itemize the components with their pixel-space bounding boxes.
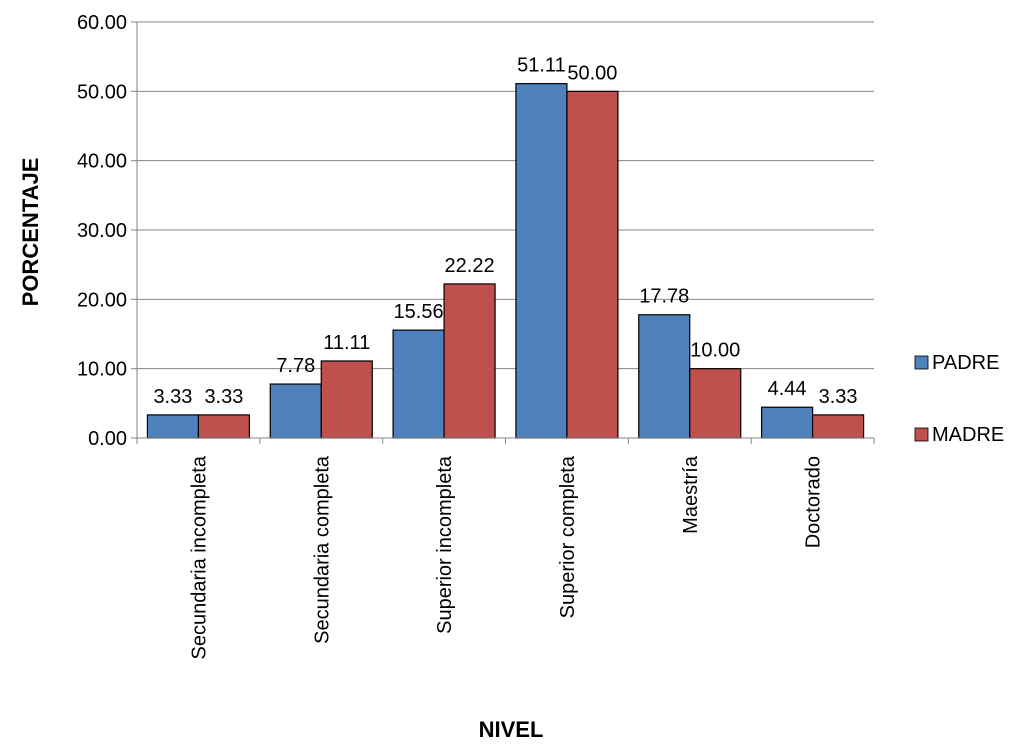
gridlines <box>137 22 874 369</box>
data-label-padre: 51.11 <box>517 55 566 77</box>
x-tick-label: Maestría <box>680 455 702 534</box>
x-tick-label: Secundaria incompleta <box>188 455 210 659</box>
data-label-padre: 7.78 <box>276 355 315 377</box>
legend-swatch-padre <box>915 356 928 369</box>
bars <box>147 84 863 438</box>
data-label-padre: 3.33 <box>153 386 192 408</box>
y-tick-label: 10.00 <box>77 359 127 381</box>
y-tick-label: 0.00 <box>88 428 127 450</box>
y-tick-label: 40.00 <box>77 151 127 173</box>
y-axis-title: PORCENTAJE <box>18 158 43 307</box>
data-label-padre: 17.78 <box>639 286 689 308</box>
bar-madre <box>321 361 372 438</box>
x-axis-title: NIVEL <box>479 717 544 742</box>
bar-padre <box>393 330 444 438</box>
x-tick-label: Secundaria completa <box>311 455 333 644</box>
axes <box>131 22 874 444</box>
x-tick-label: Doctorado <box>803 456 825 548</box>
y-tick-label: 60.00 <box>77 12 127 34</box>
bar-madre <box>198 415 249 438</box>
data-label-madre: 3.33 <box>204 386 243 408</box>
x-tick-label: Superior incompleta <box>434 455 456 634</box>
bar-padre <box>762 407 813 438</box>
data-labels: 3.33 3.33 7.78 11.11 15.56 22.22 51.11 50.00 17.… <box>153 55 857 408</box>
bar-padre <box>270 384 321 438</box>
data-label-madre: 50.00 <box>567 62 617 84</box>
data-label-madre: 22.22 <box>445 255 495 277</box>
data-label-madre: 11.11 <box>323 332 370 354</box>
bar-padre <box>639 315 690 438</box>
x-tick-label: Superior completa <box>557 455 579 618</box>
y-tick-labels: 0.00 10.00 20.00 30.00 40.00 50.00 60.00 <box>77 12 127 450</box>
data-label-madre: 10.00 <box>690 340 740 362</box>
bar-madre <box>690 369 741 438</box>
bar-madre <box>567 91 618 438</box>
legend-label-padre: PADRE <box>932 352 999 374</box>
bar-padre <box>516 84 567 438</box>
legend-label-madre: MADRE <box>932 424 1004 446</box>
y-tick-label: 50.00 <box>77 81 127 103</box>
bar-madre <box>444 284 495 438</box>
legend: PADRE MADRE <box>915 352 1004 446</box>
data-label-padre: 15.56 <box>394 301 444 323</box>
data-label-padre: 4.44 <box>768 378 807 400</box>
bar-madre <box>813 415 864 438</box>
bar-padre <box>147 415 198 438</box>
y-tick-label: 20.00 <box>77 289 127 311</box>
y-tick-label: 30.00 <box>77 220 127 242</box>
legend-swatch-madre <box>915 428 928 441</box>
x-tick-labels: Secundaria incompleta Secundaria completa… <box>188 455 824 659</box>
data-label-madre: 3.33 <box>819 386 858 408</box>
